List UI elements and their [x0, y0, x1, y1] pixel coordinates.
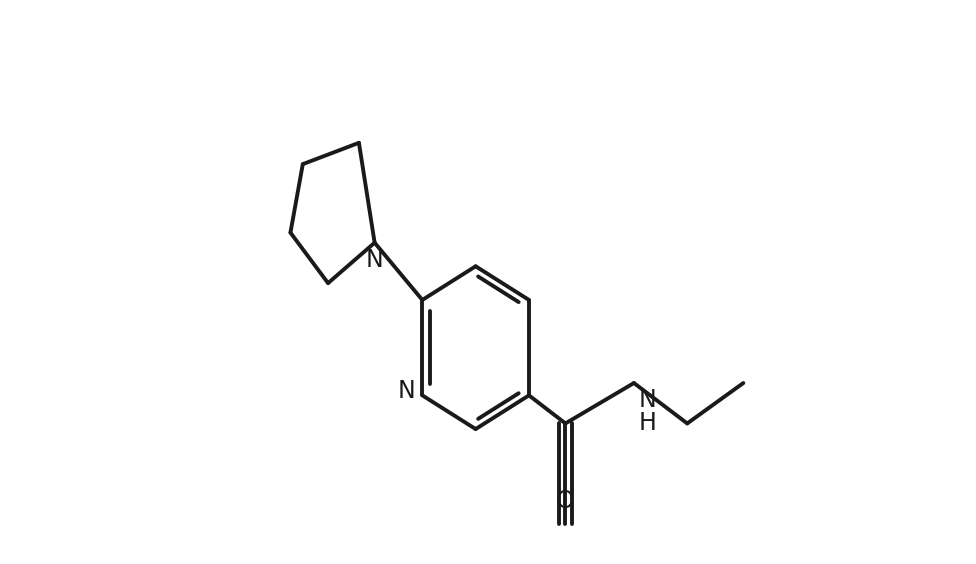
- Text: N: N: [397, 379, 415, 403]
- Text: O: O: [556, 489, 575, 513]
- Text: N: N: [366, 248, 384, 272]
- Text: N
H: N H: [638, 387, 656, 434]
